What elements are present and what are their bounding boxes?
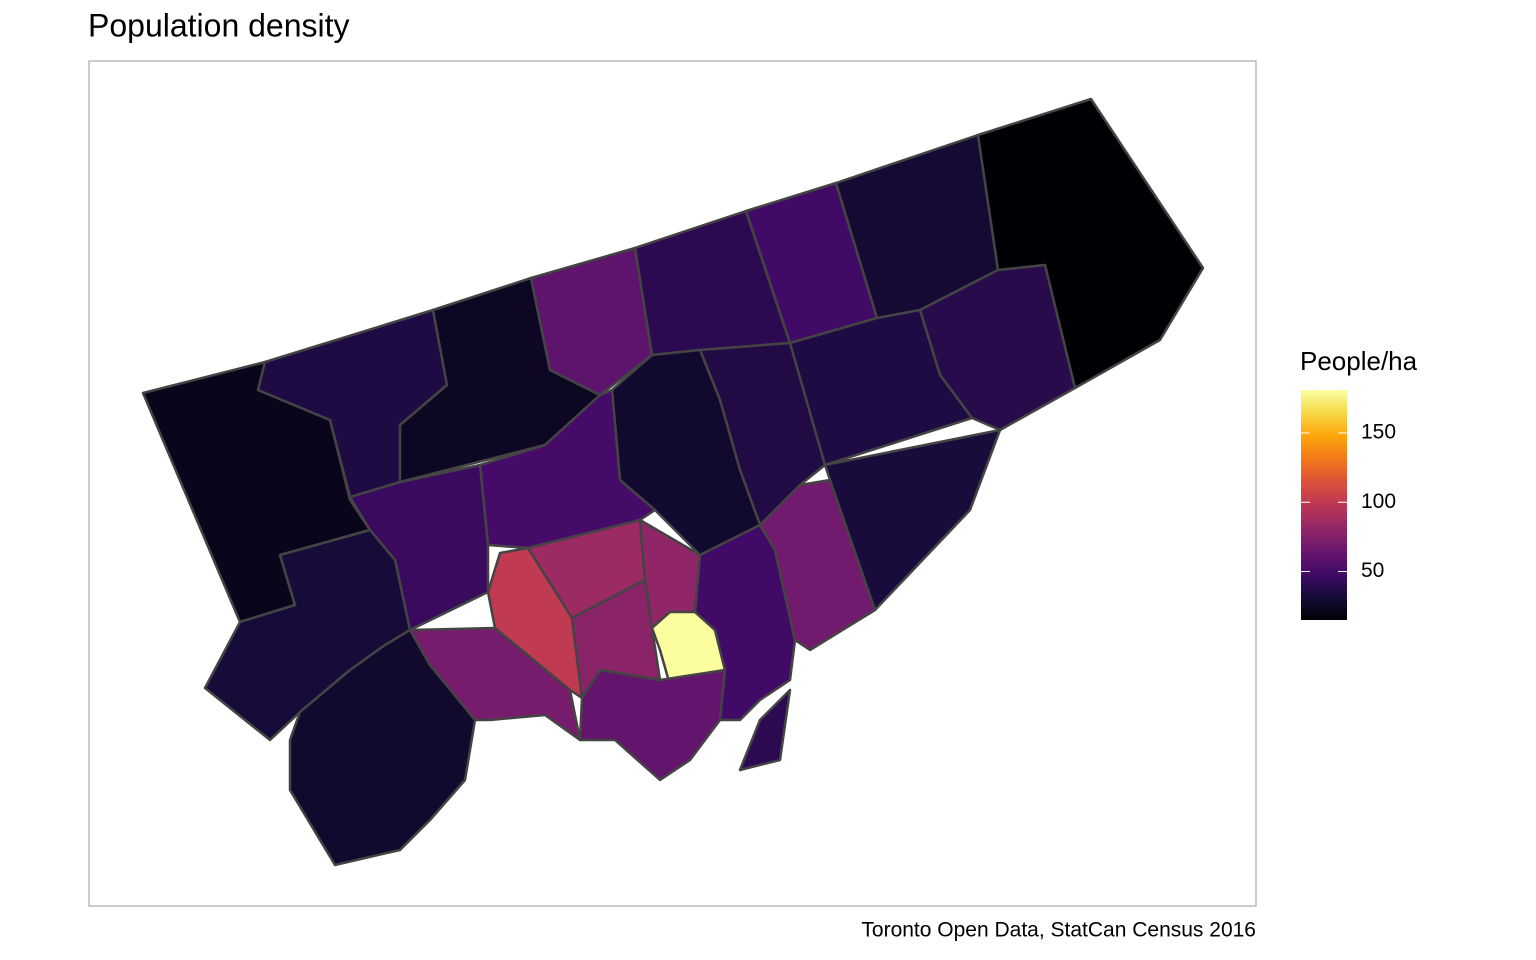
map-frame (88, 60, 1257, 907)
legend-title: People/ha (1300, 346, 1418, 376)
region (478, 388, 657, 550)
region (758, 478, 877, 652)
chart-title: Population density (88, 7, 350, 43)
legend-tick-label: 50 (1361, 559, 1384, 582)
region (738, 688, 792, 772)
regions (141, 97, 1205, 867)
colorbar (1301, 390, 1347, 620)
legend-tick-label: 100 (1361, 490, 1396, 513)
legend-tick-label: 150 (1361, 420, 1396, 443)
region (529, 246, 654, 397)
caption: Toronto Open Data, StatCan Census 2016 (861, 919, 1256, 942)
legend: 50 100 150 (1301, 420, 1396, 582)
region (578, 668, 727, 782)
region (823, 428, 1002, 612)
